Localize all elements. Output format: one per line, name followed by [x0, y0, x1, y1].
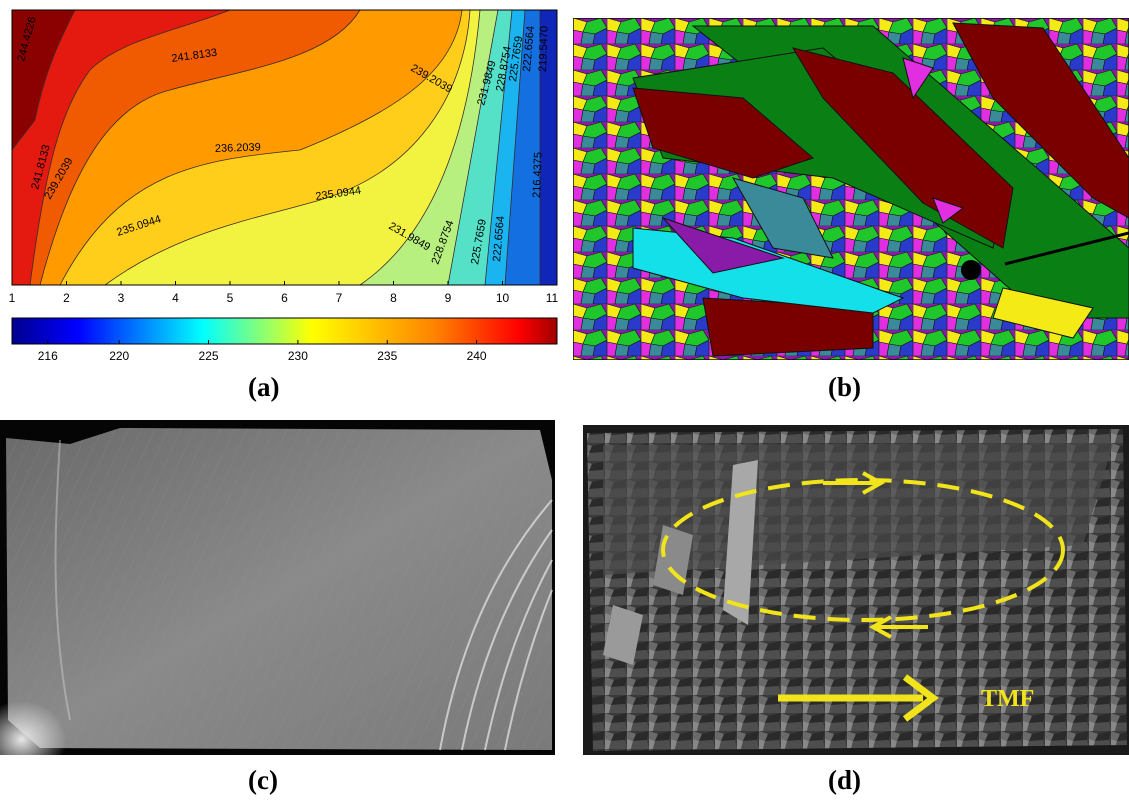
contour-label: 222.6564: [521, 25, 537, 72]
bright-grain: [603, 605, 643, 665]
contour-label: 216.4375: [531, 152, 545, 198]
x-tick-label: 5: [227, 291, 234, 305]
panel-b-grain-map: [573, 18, 1129, 360]
contour-bands: [12, 10, 557, 285]
contour-line: [447, 9, 499, 286]
colorbar: [11, 317, 558, 345]
x-axis-ticks: 1 2 3 4 5 6 7 8 9 10 11: [9, 281, 559, 305]
dashed-ellipse: [661, 478, 1065, 622]
bright-band: [439, 499, 553, 751]
contour-line: [59, 9, 463, 286]
bright-band: [54, 439, 71, 721]
bright-band: [504, 589, 553, 751]
colorbar-tick-label: 225: [199, 349, 219, 363]
bright-region: [0, 600, 180, 755]
x-tick-label: 11: [546, 291, 559, 305]
colorbar-tick-label: 220: [109, 349, 129, 363]
contour-lines: [11, 9, 541, 286]
tmf-label: TMF: [981, 686, 1034, 712]
contour-line: [39, 9, 361, 286]
x-tick-label: 9: [445, 291, 452, 305]
colorbar-tick-label: 216: [38, 349, 58, 363]
caption-c: (c): [248, 765, 278, 795]
colorbar-ticks: 216 220 225 230 235 240: [38, 340, 487, 363]
colorbar-tick-label: 230: [288, 349, 308, 363]
tmf-arrow: [778, 674, 939, 722]
arrow-bottom: [868, 615, 928, 639]
x-tick-label: 1: [9, 291, 16, 305]
tmf-arrow-head: [902, 674, 939, 722]
x-tick-label: 7: [336, 291, 343, 305]
arrow-top-head: [862, 471, 886, 495]
contour-label: 236.2039: [215, 141, 261, 155]
grain-maroon: [632, 87, 814, 179]
panel-a-contour-plot: 244.4226 241.8133 239.2039 236.2039 235.…: [9, 9, 559, 363]
x-tick-label: 10: [496, 291, 510, 305]
band-242: [12, 10, 230, 285]
marker-line: [1004, 231, 1129, 266]
x-tick-label: 6: [281, 291, 288, 305]
band-244: [12, 10, 75, 150]
grain-teal: [731, 177, 834, 259]
contour-label: 222.6564: [491, 215, 507, 262]
arrow-top: [823, 471, 886, 495]
grain-magenta: [902, 57, 934, 100]
caption-b: (b): [828, 372, 861, 402]
marker-dot: [961, 260, 981, 280]
grain-maroon: [952, 22, 1129, 219]
contour-line: [104, 9, 471, 286]
arrow-bottom-head: [868, 615, 892, 639]
grain-magenta: [932, 197, 965, 224]
contour-line: [504, 9, 526, 286]
x-tick-label: 3: [118, 291, 125, 305]
contour-line: [11, 9, 76, 151]
grain-maroon: [791, 47, 1014, 249]
x-tick-label: 4: [172, 291, 179, 305]
x-tick-label: 8: [390, 291, 397, 305]
bright-grain: [723, 460, 758, 625]
grain-purple: [661, 216, 785, 274]
contour-line: [484, 9, 513, 286]
bright-band: [484, 559, 553, 751]
bright-bands: [54, 439, 553, 751]
grain-yellow: [992, 287, 1094, 339]
colorbar-tick-label: 235: [377, 349, 397, 363]
panel-c-micrograph: [0, 420, 555, 755]
bright-band: [461, 529, 553, 751]
caption-d: (d): [828, 765, 861, 795]
panel-d-micrograph: TMF: [583, 425, 1129, 755]
x-tick-label: 2: [63, 291, 70, 305]
contour-line: [359, 9, 481, 286]
caption-a: (a): [248, 372, 280, 402]
contour-label: 219.5470: [537, 26, 551, 72]
contour-line: [29, 9, 231, 286]
band-239: [12, 10, 360, 285]
colorbar-tick-label: 240: [467, 349, 487, 363]
